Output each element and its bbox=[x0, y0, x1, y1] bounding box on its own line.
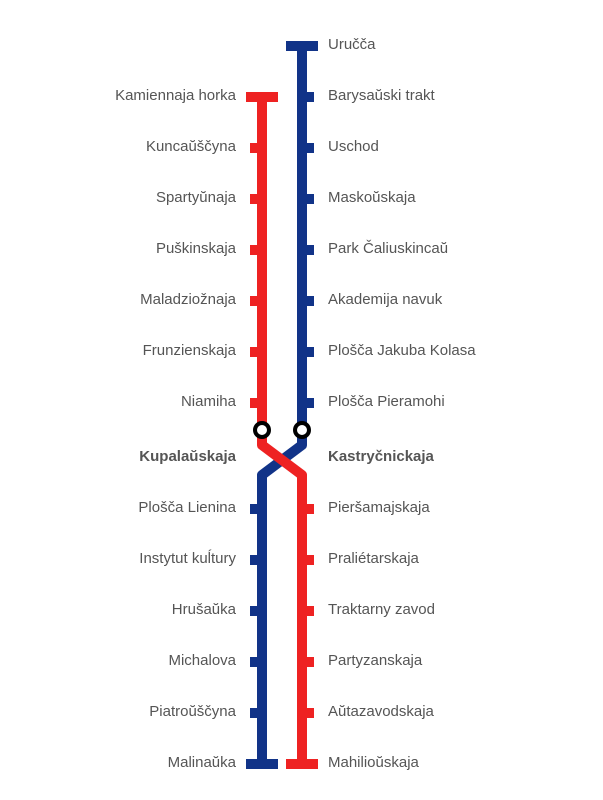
station-label: Plošča Pieramohi bbox=[328, 393, 445, 410]
station-label: Akademija navuk bbox=[328, 291, 442, 308]
station-label: Plošča Lienina bbox=[138, 499, 236, 516]
blue-line-path bbox=[262, 46, 302, 764]
metro-diagram: Uručča Barysaŭski trakt Uschod Maskoŭskaja P… bbox=[0, 0, 603, 800]
station-label: Instytut kuĺtury bbox=[139, 550, 236, 567]
station-label: Michalova bbox=[168, 652, 236, 669]
station-label: Uručča bbox=[328, 36, 376, 53]
station-label: Frunzienskaja bbox=[143, 342, 236, 359]
station-label: Kuncaŭščyna bbox=[146, 138, 236, 155]
station-label: Kupalaŭskaja bbox=[139, 448, 236, 465]
station-label: Maskoŭskaja bbox=[328, 189, 416, 206]
station-label: Piatroŭščyna bbox=[149, 703, 236, 720]
station-label: Pieršamajskaja bbox=[328, 499, 430, 516]
interchange-node bbox=[295, 423, 309, 437]
station-label: Aŭtazavodskaja bbox=[328, 703, 434, 720]
station-label: Kamiennaja horka bbox=[115, 87, 236, 104]
station-label: Puškinskaja bbox=[156, 240, 236, 257]
station-label: Mahilioŭskaja bbox=[328, 754, 419, 771]
station-label: Spartyŭnaja bbox=[156, 189, 236, 206]
station-label: Maladziožnaja bbox=[140, 291, 236, 308]
station-label: Niamiha bbox=[181, 393, 236, 410]
interchange-node bbox=[255, 423, 269, 437]
station-label: Partyzanskaja bbox=[328, 652, 422, 669]
station-label: Malinaŭka bbox=[168, 754, 236, 771]
station-label: Hrušaŭka bbox=[172, 601, 236, 618]
station-label: Praliétarskaja bbox=[328, 550, 419, 567]
station-label: Plošča Jakuba Kolasa bbox=[328, 342, 476, 359]
station-label: Kastryčnickaja bbox=[328, 448, 434, 465]
station-label: Park Čaliuskincaŭ bbox=[328, 240, 448, 257]
station-label: Traktarny zavod bbox=[328, 601, 435, 618]
station-label: Uschod bbox=[328, 138, 379, 155]
station-label: Barysaŭski trakt bbox=[328, 87, 435, 104]
